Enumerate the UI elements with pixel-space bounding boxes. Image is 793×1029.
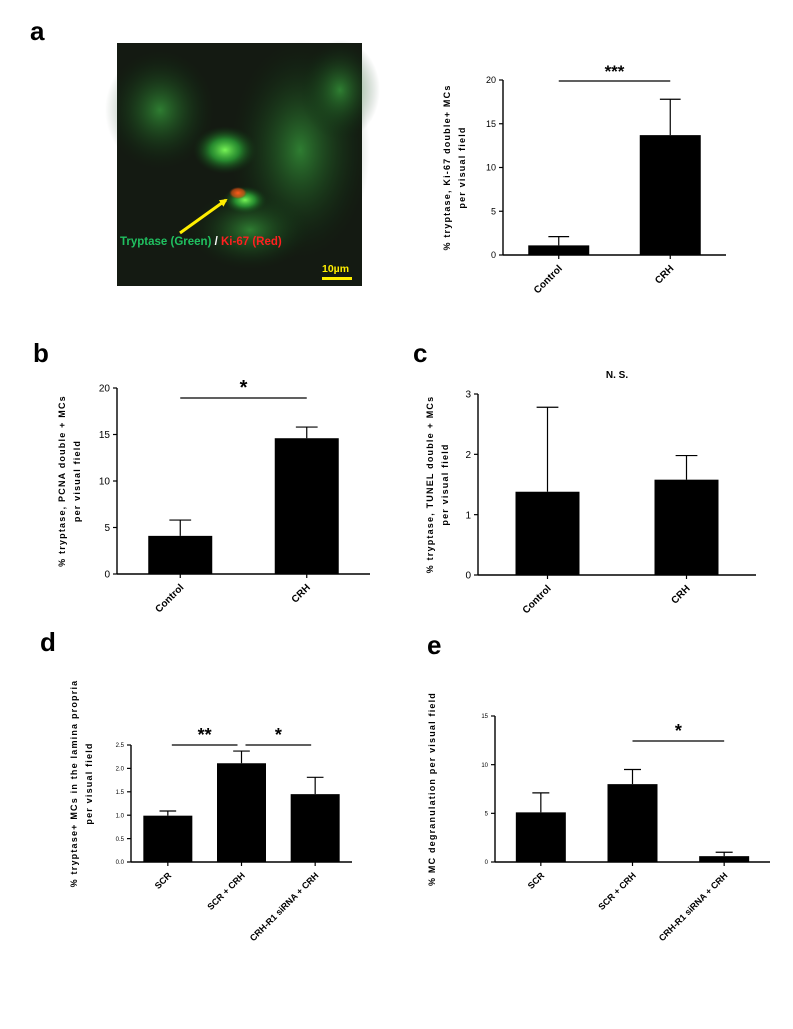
category-label: SCR + CRH	[596, 870, 638, 912]
chart-a: 0 5 10 15 20 Control CRH % tryptase, Ki-67 doub…	[442, 62, 726, 296]
chart-b: 0 5 10 15 20 Control CRH % tryptase, PCNA doubl…	[57, 377, 370, 615]
y-tick-label: 20	[99, 384, 111, 395]
label-separator: /	[211, 236, 221, 248]
y-tick-label: 2.5	[116, 743, 125, 749]
label-ki67: Ki-67 (Red)	[221, 236, 282, 248]
panel-letter-c: c	[413, 338, 427, 368]
y-tick-label: 2	[465, 450, 471, 461]
category-label: CRH	[290, 582, 313, 605]
bar-b-1	[274, 438, 339, 574]
y-axis-label: % tryptase, TUNEL double + MCs	[425, 396, 435, 574]
panel-letter-a: a	[30, 16, 45, 46]
bar-c-0	[515, 491, 580, 575]
y-axis-label: per visual field	[457, 126, 467, 208]
bar-d-2	[290, 794, 340, 862]
y-tick-label: 20	[486, 75, 496, 85]
y-tick-label: 0	[104, 570, 110, 581]
y-tick-label: 10	[99, 477, 111, 488]
category-label: CRH-R1 siRNA + CRH	[657, 870, 730, 943]
category-label: SCR	[153, 870, 174, 891]
category-label: SCR + CRH	[205, 870, 247, 912]
y-tick-label: 0.5	[116, 837, 125, 843]
micrograph: Tryptase (Green) / Ki-67 (Red) 10µm	[105, 40, 380, 286]
y-tick-label: 10	[486, 163, 496, 173]
y-axis-label: per visual field	[84, 742, 94, 824]
category-label: Control	[153, 582, 186, 615]
y-tick-label: 15	[481, 714, 488, 720]
y-axis-label: % tryptase, PCNA double + MCs	[57, 395, 67, 567]
panel-letter-d: d	[40, 627, 56, 657]
y-tick-label: 1.5	[116, 790, 125, 796]
bar-d-0	[143, 815, 193, 862]
y-tick-label: 2.0	[116, 767, 125, 773]
significance-label: *	[675, 721, 682, 741]
bar-b-0	[148, 535, 213, 574]
category-label: CRH	[653, 263, 676, 286]
scale-bar	[322, 277, 352, 280]
y-tick-label: 15	[99, 430, 111, 441]
y-tick-label: 0	[465, 571, 471, 582]
scale-bar-label: 10µm	[322, 263, 349, 275]
y-tick-label: 5	[104, 523, 110, 534]
chart-e: 0 5 10 15 SCR SCR + CRH CRH-R1 siRNA + CRH % MC…	[427, 692, 770, 943]
bar-e-0	[515, 812, 566, 862]
y-tick-label: 0	[485, 860, 489, 866]
y-tick-label: 1.0	[116, 813, 125, 819]
category-label: CRH	[670, 583, 693, 606]
y-tick-label: 5	[491, 206, 496, 216]
bar-a-0	[528, 245, 590, 255]
y-axis-label: per visual field	[72, 440, 82, 522]
arrow-icon	[179, 198, 228, 235]
bar-a-1	[639, 135, 701, 255]
category-label: SCR	[526, 870, 547, 891]
chart-d: 0.0 0.5 1.0 1.5 2.0 2.5 SCR SCR + CRH CRH-R1 siR…	[69, 680, 352, 943]
y-axis-label: % tryptase, Ki-67 double+ MCs	[442, 84, 452, 250]
y-tick-label: 0	[491, 250, 496, 260]
bar-e-1	[607, 784, 658, 862]
significance-label: *	[240, 377, 248, 399]
label-tryptase: Tryptase (Green)	[120, 236, 212, 248]
y-axis-label: % tryptase+ MCs in the lamina propria	[69, 680, 79, 888]
y-tick-label: 0.0	[116, 860, 125, 866]
bar-c-1	[654, 479, 719, 575]
chart-title: N. S.	[606, 370, 628, 381]
panel-letter-e: e	[427, 630, 441, 660]
svg-text:Tryptase (Green) / Ki-67 (Red): Tryptase (Green) / Ki-67 (Red)	[120, 236, 282, 248]
chart-c: 0 1 2 3 Control CRH % tryptase, TUNEL double +…	[425, 370, 756, 616]
category-label: Control	[532, 263, 565, 296]
y-tick-label: 15	[486, 119, 496, 129]
panel-letter-b: b	[33, 338, 49, 368]
y-tick-label: 1	[465, 510, 471, 521]
y-tick-label: 10	[481, 763, 488, 769]
category-label: Control	[521, 583, 554, 616]
significance-label: ***	[605, 62, 625, 81]
y-tick-label: 3	[465, 390, 471, 401]
significance-label: **	[198, 725, 212, 745]
y-axis-label: per visual field	[440, 443, 450, 525]
y-axis-label: % MC degranulation per visual field	[427, 692, 437, 886]
y-tick-label: 5	[485, 811, 489, 817]
bar-e-2	[699, 856, 750, 862]
significance-label: *	[275, 725, 282, 745]
bar-d-1	[217, 763, 266, 862]
category-label: CRH-R1 siRNA + CRH	[248, 870, 321, 943]
